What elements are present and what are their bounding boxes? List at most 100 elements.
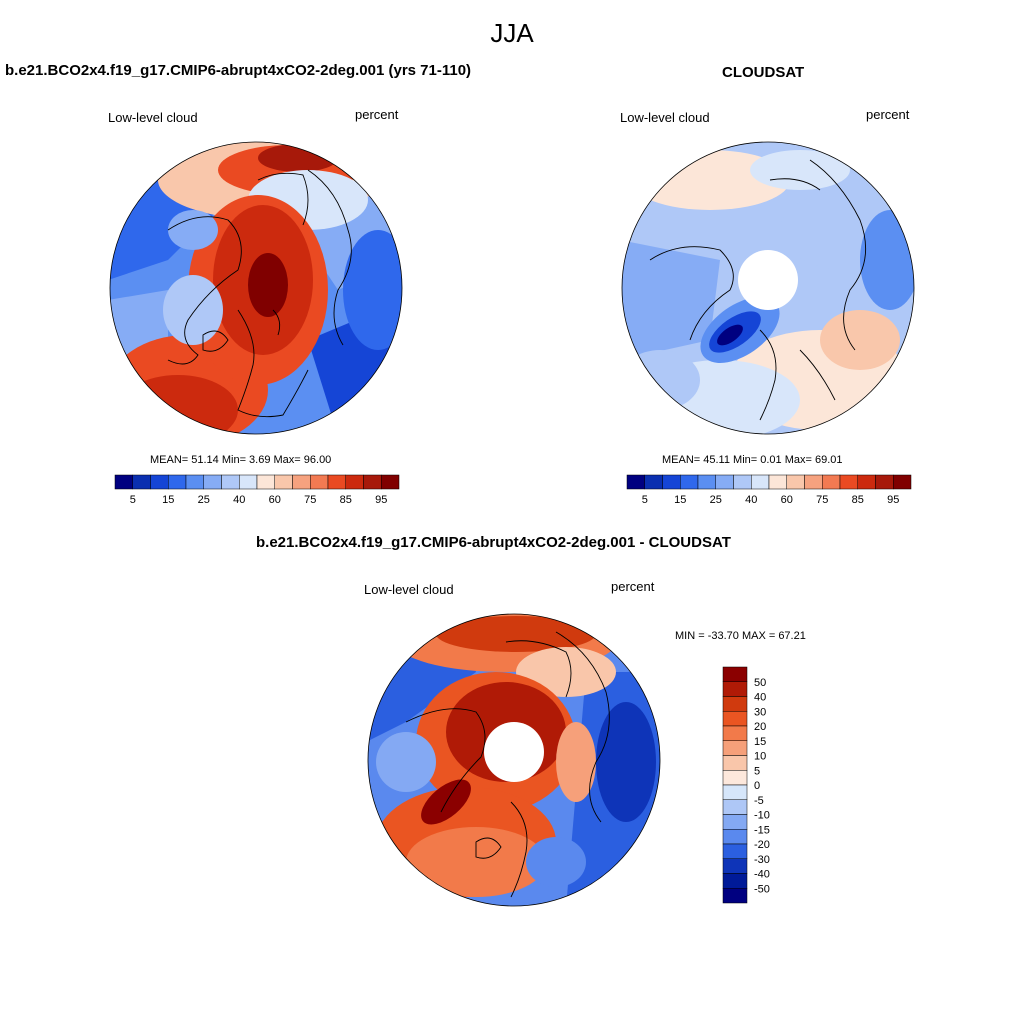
colorbar-diff-swatch-7	[722, 770, 748, 786]
colorbar-diff-swatch-0	[722, 666, 748, 682]
colorbar-model-swatch-2	[150, 474, 169, 490]
colorbar-diff-swatch-9	[722, 799, 748, 815]
colorbar-obs-swatch-6	[733, 474, 752, 490]
colorbar-diff-swatch-11	[722, 829, 748, 845]
colorbar-model-tick-label: 75	[304, 494, 316, 506]
colorbar-model-swatch-15	[381, 474, 400, 490]
colorbar-obs-swatch-11	[822, 474, 841, 490]
colorbar-model-swatch-6	[221, 474, 240, 490]
colorbar-diff-tick-label: -5	[754, 795, 764, 807]
colorbar-diff-swatch-2	[722, 696, 748, 712]
colorbar-diff-swatch-5	[722, 740, 748, 756]
panel-title-obs: CLOUDSAT	[722, 64, 805, 81]
colorbar-diff-swatch-8	[722, 784, 748, 800]
units-label-diff: percent	[611, 579, 655, 594]
no-data-hole-obs	[738, 250, 798, 310]
colorbar-diff-tick-label: 5	[754, 765, 760, 777]
colorbar-diff-tick-label: 10	[754, 751, 766, 763]
colorbar-diff-tick-label: 20	[754, 721, 766, 733]
colorbar-model-swatch-13	[345, 474, 364, 490]
colorbar-obs-swatch-13	[857, 474, 876, 490]
colorbar-diff-tick-label: -20	[754, 839, 770, 851]
polar-map-obs	[621, 141, 915, 435]
colorbar-diff-tick-label: -10	[754, 810, 770, 822]
colorbar-obs: 5 15 25 40 60 75 85 95	[626, 474, 912, 506]
colorbar-diff-tick-label: -50	[754, 883, 770, 895]
colorbar-obs-tick-label: 85	[852, 494, 864, 506]
colorbar-obs-swatch-3	[680, 474, 699, 490]
colorbar-model-swatch-4	[185, 474, 204, 490]
colorbar-model-swatch-12	[327, 474, 346, 490]
colorbar-model-swatch-1	[132, 474, 151, 490]
colorbar-diff-tick-label: -40	[754, 869, 770, 881]
colorbar-model-swatch-5	[203, 474, 222, 490]
colorbar-diff-tick-label: -30	[754, 854, 770, 866]
colorbar-diff-swatch-15	[722, 888, 748, 904]
colorbar-obs-swatch-9	[786, 474, 805, 490]
colorbar-obs-swatch-8	[768, 474, 787, 490]
colorbar-diff-tick-label: 50	[754, 677, 766, 689]
colorbar-diff-tick-label: 30	[754, 706, 766, 718]
colorbar-model-swatch-10	[292, 474, 311, 490]
colorbar-obs-tick-label: 95	[887, 494, 899, 506]
colorbar-model-swatch-7	[239, 474, 258, 490]
colorbar-obs-tick-label: 60	[781, 494, 793, 506]
colorbar-model-swatch-8	[256, 474, 275, 490]
no-data-hole-diff	[484, 722, 544, 782]
colorbar-obs-swatch-14	[875, 474, 894, 490]
colorbar-model-swatch-9	[274, 474, 293, 490]
colorbar-obs-tick-label: 40	[745, 494, 757, 506]
colorbar-model-tick-label: 25	[198, 494, 210, 506]
colorbar-model-tick-label: 85	[340, 494, 352, 506]
colorbar-obs-swatch-7	[751, 474, 770, 490]
figure-title: JJA	[490, 18, 534, 48]
colorbar-diff-swatch-12	[722, 843, 748, 859]
colorbar-model-swatch-3	[168, 474, 187, 490]
colorbar-diff-swatch-1	[722, 681, 748, 697]
colorbar-model-tick-label: 95	[375, 494, 387, 506]
colorbar-diff-tick-label: 40	[754, 692, 766, 704]
colorbar-diff-swatch-10	[722, 814, 748, 830]
variable-label-diff: Low-level cloud	[364, 582, 454, 597]
colorbar-model: 5 15 25 40 60 75 85 95	[114, 474, 400, 506]
colorbar-diff-swatch-14	[722, 873, 748, 889]
colorbar-diff-swatch-4	[722, 725, 748, 741]
colorbar-model-swatch-11	[310, 474, 329, 490]
colorbar-model-tick-label: 15	[162, 494, 174, 506]
stats-diff: MIN = -33.70 MAX = 67.21	[675, 630, 806, 642]
colorbar-diff-swatch-3	[722, 711, 748, 727]
colorbar-model-swatch-14	[363, 474, 382, 490]
colorbar-obs-swatch-12	[839, 474, 858, 490]
polar-map-diff	[367, 613, 661, 907]
colorbar-obs-tick-label: 75	[816, 494, 828, 506]
colorbar-diff-tick-label: 15	[754, 736, 766, 748]
panel-title-diff: b.e21.BCO2x4.f19_g17.CMIP6-abrupt4xCO2-2…	[256, 534, 731, 551]
colorbar-model-tick-label: 60	[269, 494, 281, 506]
colorbar-obs-swatch-1	[644, 474, 663, 490]
polar-map-model	[109, 141, 403, 435]
stats-obs: MEAN= 45.11 Min= 0.01 Max= 69.01	[662, 454, 843, 466]
colorbar-diff-swatch-13	[722, 858, 748, 874]
colorbar-model-swatch-0	[114, 474, 133, 490]
colorbar-diff-tick-label: 0	[754, 780, 760, 792]
colorbar-obs-swatch-10	[804, 474, 823, 490]
colorbar-model-tick-label: 5	[130, 494, 136, 506]
colorbar-obs-tick-label: 5	[642, 494, 648, 506]
colorbar-obs-tick-label: 25	[710, 494, 722, 506]
units-label-obs: percent	[866, 107, 910, 122]
colorbar-obs-swatch-5	[715, 474, 734, 490]
colorbar-diff-tick-label: -15	[754, 824, 770, 836]
panel-title-model: b.e21.BCO2x4.f19_g17.CMIP6-abrupt4xCO2-2…	[5, 62, 472, 79]
colorbar-obs-swatch-2	[662, 474, 681, 490]
colorbar-obs-tick-label: 15	[674, 494, 686, 506]
colorbar-model-tick-label: 40	[233, 494, 245, 506]
variable-label-obs: Low-level cloud	[620, 110, 710, 125]
colorbar-diff-swatch-6	[722, 755, 748, 771]
colorbar-obs-swatch-0	[626, 474, 645, 490]
colorbar-obs-swatch-4	[697, 474, 716, 490]
colorbar-obs-swatch-15	[893, 474, 912, 490]
variable-label-model: Low-level cloud	[108, 110, 198, 125]
stats-model: MEAN= 51.14 Min= 3.69 Max= 96.00	[150, 454, 332, 466]
units-label-model: percent	[355, 107, 399, 122]
